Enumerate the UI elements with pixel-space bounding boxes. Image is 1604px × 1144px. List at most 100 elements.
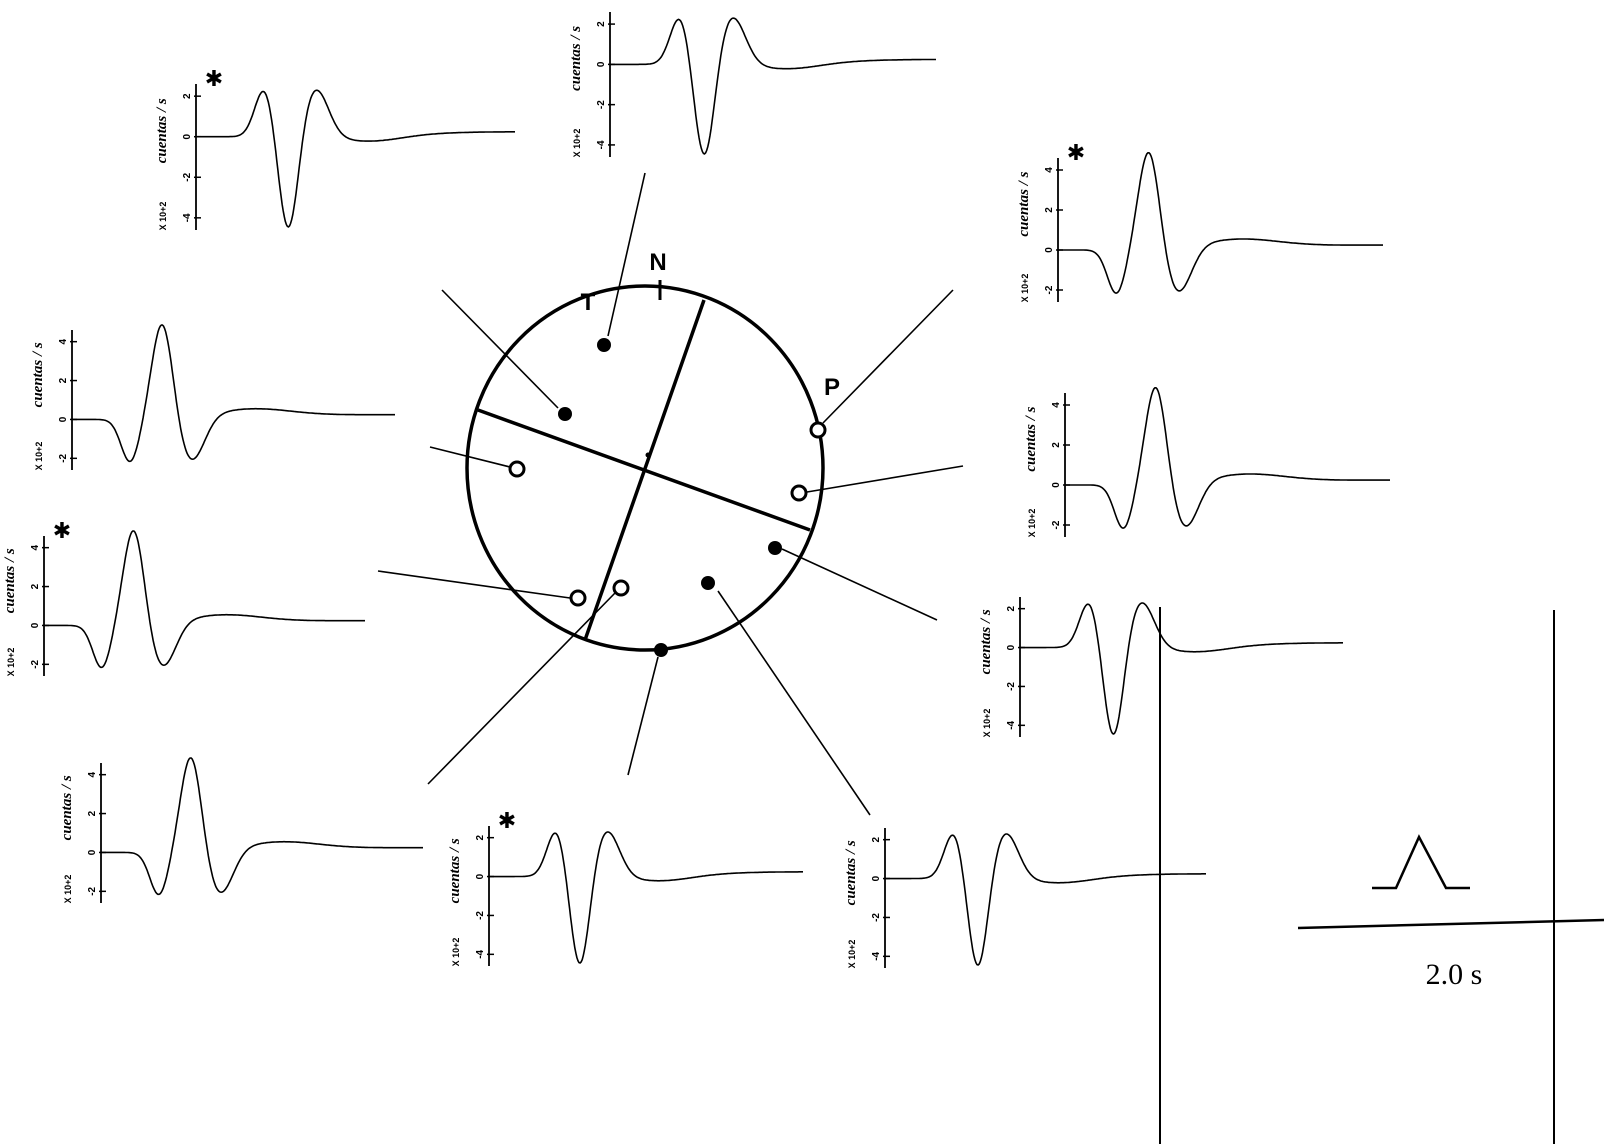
y-tick-label: 2: [1044, 207, 1055, 213]
polarity-compression-1: [597, 338, 611, 352]
focal-sphere-circle: [465, 284, 825, 652]
y-tick-label: 2: [596, 21, 607, 27]
y-tick-label: 0: [182, 134, 193, 140]
north-label: N: [649, 249, 666, 276]
leader-line: [427, 592, 616, 785]
y-tick-label: 2: [1006, 605, 1017, 611]
polarity-compression-3: [768, 541, 782, 555]
multiplier-label: X 10+2: [982, 709, 992, 738]
leader-line: [429, 446, 511, 468]
y-axis-label: cuentas / s: [568, 26, 584, 91]
y-tick-label: 2: [87, 810, 98, 816]
multiplier-label: X 10+2: [158, 202, 168, 231]
star-marker: ✱: [1067, 141, 1085, 166]
source-time-function: 2.0 s: [1159, 607, 1604, 1144]
y-tick-label: -4: [1006, 720, 1017, 729]
y-tick-label: 2: [1051, 442, 1062, 448]
polarity-dilatation-4: [569, 589, 587, 607]
star-marker: ✱: [205, 67, 223, 92]
y-axis-label: cuentas / s: [1016, 171, 1032, 236]
seismogram-panel-top-center: 2 0 -2 -4 cuentas / s X 10+2: [568, 12, 936, 157]
leader-line: [627, 656, 659, 776]
y-tick-label: -4: [475, 949, 486, 958]
waveform-trace: [489, 831, 803, 964]
multiplier-label: X 10+2: [1020, 274, 1030, 303]
polarity-compression-4: [701, 576, 715, 590]
polarity-dilatation-1: [508, 460, 526, 478]
y-tick-label: -2: [182, 172, 193, 181]
waveform-trace: [196, 89, 515, 228]
y-tick-label: 0: [30, 622, 41, 628]
star-marker: ✱: [498, 809, 516, 834]
y-axis-label: cuentas / s: [59, 775, 75, 840]
y-tick-label: 0: [87, 849, 98, 855]
p-axis-label: P: [824, 374, 840, 401]
y-tick-label: -4: [182, 213, 193, 222]
y-tick-label: 2: [30, 583, 41, 589]
waveform-trace: [101, 757, 423, 896]
seismogram-panel-right-middle: 4 2 0 -2 cuentas / s X 10+2: [1023, 387, 1390, 538]
leader-line: [781, 548, 938, 621]
waveform-trace: [885, 833, 1206, 966]
multiplier-label: X 10+2: [1027, 509, 1037, 538]
waveform-trace: [72, 324, 395, 463]
leader-line: [822, 289, 954, 424]
waveform-trace: [1058, 152, 1383, 294]
y-tick-label: 4: [58, 338, 69, 344]
y-tick-label: 4: [30, 544, 41, 550]
multiplier-label: X 10+2: [63, 875, 73, 904]
polarity-dilatation-3: [790, 484, 808, 502]
y-tick-label: -4: [871, 951, 882, 960]
y-axis-label: cuentas / s: [1023, 406, 1039, 471]
y-tick-label: 2: [475, 834, 486, 840]
polarity-compression-5: [654, 643, 668, 657]
focal-sphere: N T P: [465, 249, 840, 657]
seismogram-panels: 2 0 -2 -4 cuentas / s X 10+2 ✱ 2 0 -2 -4 cuentas / …: [2, 12, 1390, 968]
y-tick-label: -2: [58, 453, 69, 462]
multiplier-label: X 10+2: [6, 648, 16, 677]
center-dot: [645, 452, 651, 458]
polarity-dilatation-2: [809, 421, 827, 439]
y-tick-label: -2: [1051, 520, 1062, 529]
y-tick-label: 0: [596, 61, 607, 67]
seismogram-panel-right-upper: 4 2 0 -2 cuentas / s X 10+2 ✱: [1016, 141, 1383, 302]
leader-line: [806, 465, 964, 493]
leader-lines: [377, 172, 964, 816]
y-tick-label: -2: [87, 886, 98, 895]
seismogram-panel-right-lower: 2 0 -2 -4 cuentas / s X 10+2: [978, 597, 1343, 737]
waveform-trace: [610, 17, 936, 155]
multiplier-label: X 10+2: [847, 940, 857, 969]
waveform-trace: [1065, 387, 1390, 529]
polarity-dilatation-5: [612, 579, 630, 597]
y-tick-label: -2: [596, 100, 607, 109]
y-tick-label: 0: [1044, 247, 1055, 253]
y-tick-label: -4: [596, 140, 607, 149]
y-tick-label: -2: [475, 911, 486, 920]
seismogram-panel-left-middle: 4 2 0 -2 cuentas / s X 10+2 ✱: [2, 519, 365, 676]
y-tick-label: 0: [58, 416, 69, 422]
multiplier-label: X 10+2: [572, 129, 582, 158]
y-tick-label: -2: [30, 659, 41, 668]
y-tick-label: -2: [1006, 682, 1017, 691]
y-tick-label: 0: [475, 873, 486, 879]
y-tick-label: 2: [182, 93, 193, 99]
y-tick-label: -2: [1044, 285, 1055, 294]
seismogram-panel-bottom-center: 2 0 -2 -4 cuentas / s X 10+2 ✱: [447, 809, 803, 966]
polarity-compression-2: [558, 407, 572, 421]
y-tick-label: 2: [58, 377, 69, 383]
t-axis-label: T: [581, 289, 596, 316]
y-tick-label: 0: [1051, 482, 1062, 488]
y-tick-label: 2: [871, 836, 882, 842]
seismogram-panel-bottom-right: 2 0 -2 -4 cuentas / s X 10+2: [843, 828, 1206, 968]
leader-line: [607, 172, 646, 337]
leader-line: [441, 289, 559, 409]
multiplier-label: X 10+2: [34, 442, 44, 471]
y-tick-label: -2: [871, 913, 882, 922]
y-tick-label: 4: [1051, 402, 1062, 408]
waveform-trace: [44, 530, 365, 669]
y-tick-label: 4: [87, 771, 98, 777]
duration-label: 2.0 s: [1426, 958, 1483, 991]
nodal-plane-2: [477, 408, 811, 532]
seismogram-panel-left-upper: 4 2 0 -2 cuentas / s X 10+2: [30, 324, 395, 471]
